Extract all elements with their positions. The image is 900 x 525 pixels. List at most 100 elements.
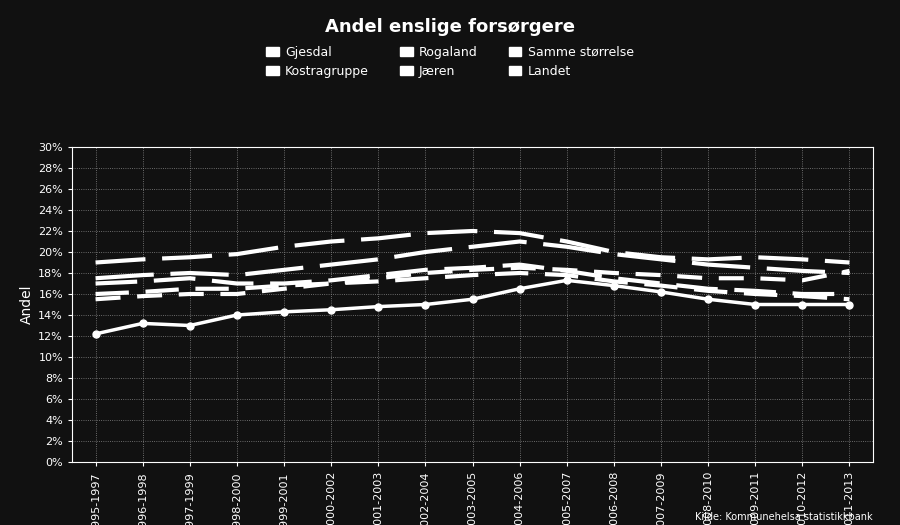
Samme størrelse [420,249,431,255]
Landet [90,296,101,302]
Landet [231,291,242,297]
Rogaland [608,278,619,285]
Gjesdal [608,282,619,289]
Jæren [562,268,572,274]
Gjesdal [703,296,714,302]
Gjesdal [326,307,337,313]
Y-axis label: Andel: Andel [20,285,34,324]
Kostragruppe [90,259,101,266]
Jæren [373,272,383,278]
Samme størrelse [655,256,666,262]
Legend: Gjesdal, Kostragruppe, Rogaland, Jæren, Samme størrelse, Landet: Gjesdal, Kostragruppe, Rogaland, Jæren, … [266,46,634,78]
Rogaland [420,275,431,281]
Gjesdal [184,322,195,329]
Kostragruppe [138,256,148,262]
Jæren [796,291,807,297]
Samme størrelse [373,256,383,262]
Landet [796,277,807,284]
Jæren [326,277,337,284]
Kostragruppe [467,228,478,234]
Rogaland [562,272,572,278]
Gjesdal [231,312,242,318]
Rogaland [90,291,101,297]
Line: Kostragruppe: Kostragruppe [95,231,850,262]
Rogaland [750,291,760,297]
Jæren [514,261,525,268]
Landet [514,265,525,271]
Landet [420,270,431,276]
Samme størrelse [562,244,572,250]
Gjesdal [750,301,760,308]
Samme størrelse [608,251,619,257]
Landet [608,270,619,276]
Samme størrelse [750,265,760,271]
Landet [279,286,290,292]
Landet [655,272,666,278]
Samme størrelse [138,272,148,278]
Landet [703,275,714,281]
Kostragruppe [562,238,572,245]
Landet [373,275,383,281]
Jæren [184,275,195,281]
Gjesdal [467,296,478,302]
Gjesdal [562,277,572,284]
Samme størrelse [231,272,242,278]
Landet [184,291,195,297]
Jæren [608,275,619,281]
Line: Rogaland: Rogaland [95,273,850,299]
Kostragruppe [231,251,242,257]
Jæren [420,267,431,273]
Rogaland [844,296,855,302]
Samme størrelse [184,270,195,276]
Landet [138,293,148,299]
Jæren [703,286,714,292]
Kostragruppe [703,256,714,262]
Samme størrelse [90,275,101,281]
Samme størrelse [796,268,807,274]
Jæren [138,278,148,285]
Samme størrelse [326,261,337,268]
Rogaland [514,270,525,276]
Landet [326,280,337,287]
Jæren [750,288,760,294]
Jæren [655,280,666,287]
Gjesdal [420,301,431,308]
Kostragruppe [796,256,807,262]
Line: Samme størrelse: Samme størrelse [95,242,850,278]
Jæren [844,291,855,297]
Samme størrelse [844,270,855,276]
Rogaland [184,286,195,292]
Kostragruppe [608,249,619,255]
Samme størrelse [467,244,478,250]
Rogaland [703,288,714,294]
Landet [844,268,855,274]
Samme størrelse [279,267,290,273]
Gjesdal [90,331,101,337]
Gjesdal [514,286,525,292]
Kostragruppe [844,259,855,266]
Line: Gjesdal: Gjesdal [92,277,853,338]
Rogaland [796,293,807,299]
Kostragruppe [514,230,525,236]
Rogaland [655,282,666,289]
Kostragruppe [184,254,195,260]
Gjesdal [279,309,290,315]
Rogaland [373,278,383,285]
Landet [750,275,760,281]
Jæren [467,265,478,271]
Rogaland [467,272,478,278]
Line: Jæren: Jæren [95,265,850,294]
Gjesdal [373,303,383,310]
Text: Andel enslige forsørgere: Andel enslige forsørgere [325,18,575,36]
Landet [562,267,572,273]
Kostragruppe [420,230,431,236]
Line: Landet: Landet [95,268,850,299]
Kostragruppe [326,238,337,245]
Jæren [279,280,290,287]
Gjesdal [796,301,807,308]
Jæren [90,280,101,287]
Samme størrelse [514,238,525,245]
Rogaland [279,282,290,289]
Kostragruppe [279,244,290,250]
Samme størrelse [703,261,714,268]
